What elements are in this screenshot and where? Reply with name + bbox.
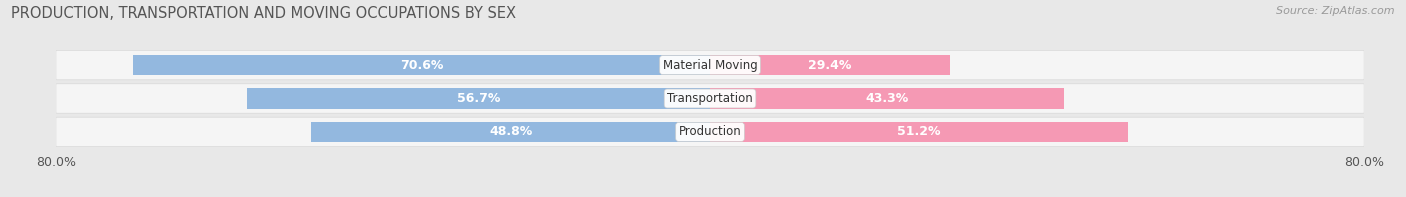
Text: Source: ZipAtlas.com: Source: ZipAtlas.com	[1277, 6, 1395, 16]
FancyBboxPatch shape	[56, 117, 1364, 147]
Text: 29.4%: 29.4%	[808, 59, 852, 72]
Text: PRODUCTION, TRANSPORTATION AND MOVING OCCUPATIONS BY SEX: PRODUCTION, TRANSPORTATION AND MOVING OC…	[11, 6, 516, 21]
FancyBboxPatch shape	[56, 84, 1364, 113]
Bar	[710, 122, 1129, 142]
Text: Production: Production	[679, 125, 741, 138]
Bar	[311, 122, 710, 142]
Text: 56.7%: 56.7%	[457, 92, 501, 105]
Text: Transportation: Transportation	[668, 92, 752, 105]
Text: 43.3%: 43.3%	[865, 92, 908, 105]
Text: 48.8%: 48.8%	[489, 125, 533, 138]
Text: 51.2%: 51.2%	[897, 125, 941, 138]
FancyBboxPatch shape	[56, 50, 1364, 80]
Text: 70.6%: 70.6%	[399, 59, 443, 72]
Bar	[710, 88, 1064, 109]
Bar	[246, 88, 710, 109]
Bar	[710, 55, 950, 75]
Bar	[134, 55, 710, 75]
Text: Material Moving: Material Moving	[662, 59, 758, 72]
